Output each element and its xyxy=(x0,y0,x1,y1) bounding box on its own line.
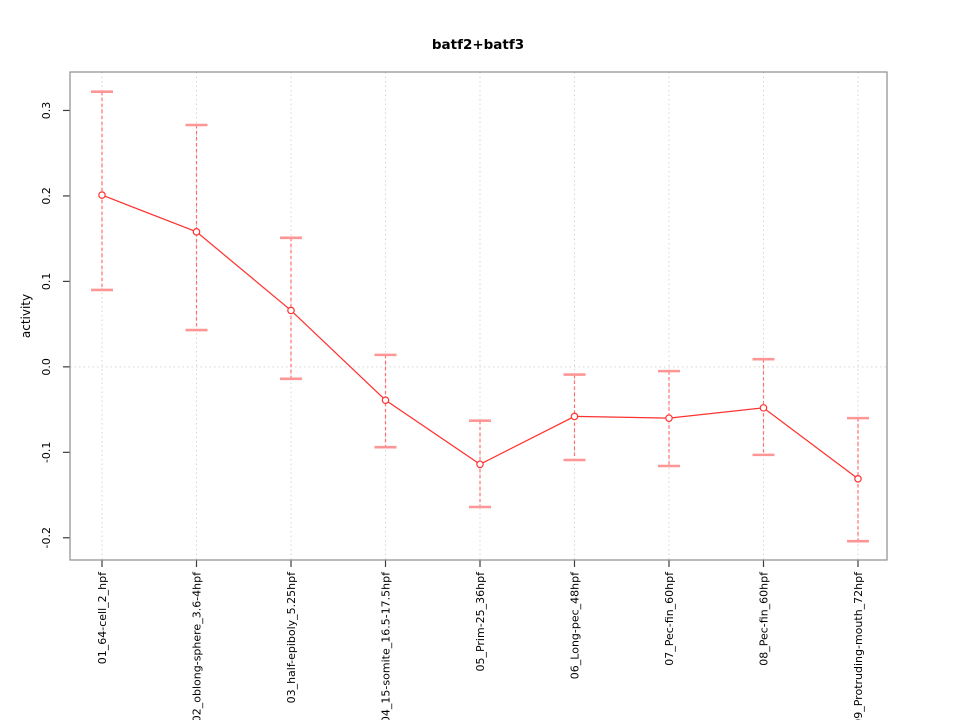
data-point xyxy=(759,404,768,412)
x-tick-label: 05_Prim-25_36hpf xyxy=(474,571,487,672)
y-tick-label: 0.0 xyxy=(40,358,53,376)
data-point xyxy=(476,460,484,469)
x-tick-label: 07_Pec-fin_60hpf xyxy=(663,571,676,666)
data-point xyxy=(98,191,106,199)
series-line xyxy=(101,194,859,480)
x-tick-label: 01_64-cell_2_hpf xyxy=(96,571,109,664)
x-tick-label: 02_oblong-sphere_3.6-4hpf xyxy=(191,571,204,720)
x-tick-label: 09_Protruding-mouth_72hpf xyxy=(852,571,865,720)
chart-title: batf2+batf3 xyxy=(432,37,524,53)
y-axis-label: activity xyxy=(19,294,33,338)
y-tick-label: 0.2 xyxy=(40,187,53,205)
x-tick-label: 08_Pec-fin_60hpf xyxy=(758,571,771,666)
data-point xyxy=(665,414,673,422)
data-point xyxy=(192,228,201,236)
data-point xyxy=(381,396,390,404)
x-tick-label: 04_15-somite_16.5-17.5hpf xyxy=(380,571,393,720)
data-point xyxy=(570,412,579,421)
x-tick-label: 06_Long-pec_48hpf xyxy=(569,571,582,679)
y-tick-label: -0.1 xyxy=(40,442,53,463)
plot-area: -0.2 -0.1 0.0 0.1 0.2 0.3 01_64-cell_2_hpf 02_o… xyxy=(40,71,888,720)
data-point xyxy=(854,475,862,483)
y-tick-label: 0.3 xyxy=(40,102,53,120)
y-tick-label: -0.2 xyxy=(40,527,53,548)
plot-border xyxy=(69,71,888,561)
x-tick-label: 03_half-epiboly_5.25hpf xyxy=(285,571,298,704)
y-tick-label: 0.1 xyxy=(40,273,53,291)
data-point xyxy=(287,306,295,315)
